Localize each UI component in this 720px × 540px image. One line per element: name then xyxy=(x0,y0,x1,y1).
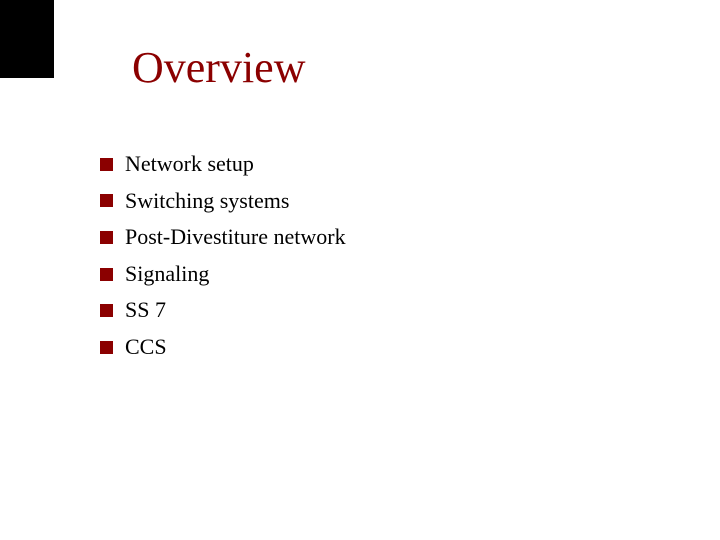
bullet-text: Switching systems xyxy=(125,187,289,216)
list-item: Network setup xyxy=(100,150,346,179)
bullet-text: Signaling xyxy=(125,260,209,289)
list-item: Switching systems xyxy=(100,187,346,216)
bullet-marker-icon xyxy=(100,268,113,281)
bullet-marker-icon xyxy=(100,194,113,207)
bullet-marker-icon xyxy=(100,158,113,171)
bullet-marker-icon xyxy=(100,341,113,354)
list-item: CCS xyxy=(100,333,346,362)
bullet-marker-icon xyxy=(100,304,113,317)
bullet-text: Network setup xyxy=(125,150,254,179)
bullet-text: CCS xyxy=(125,333,167,362)
bullet-list: Network setup Switching systems Post-Div… xyxy=(100,150,346,370)
list-item: Post-Divestiture network xyxy=(100,223,346,252)
bullet-text: Post-Divestiture network xyxy=(125,223,346,252)
bullet-marker-icon xyxy=(100,231,113,244)
slide-title: Overview xyxy=(132,42,306,93)
bullet-text: SS 7 xyxy=(125,296,166,325)
list-item: Signaling xyxy=(100,260,346,289)
decorative-left-bar xyxy=(0,0,54,78)
list-item: SS 7 xyxy=(100,296,346,325)
